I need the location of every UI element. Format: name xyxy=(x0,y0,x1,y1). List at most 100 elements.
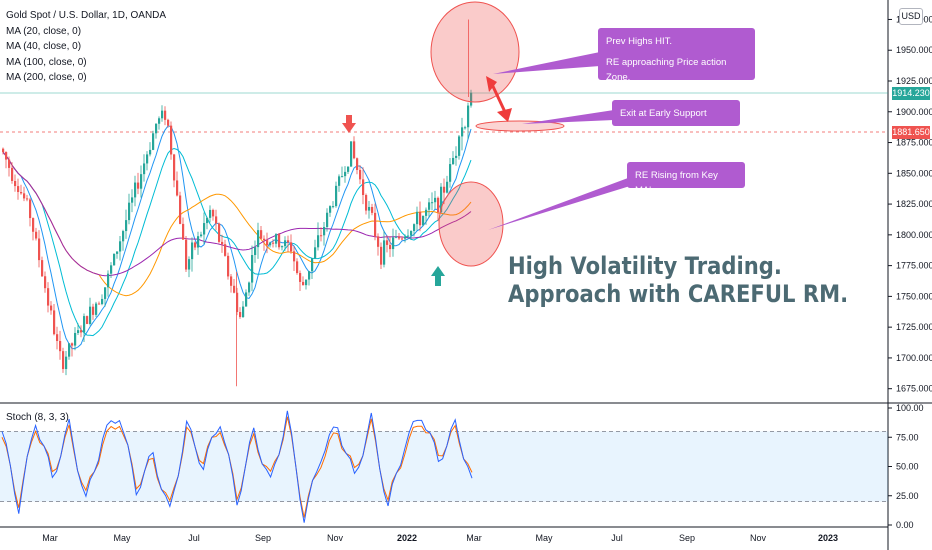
price-tick-label: 1725.000 xyxy=(896,322,932,332)
candle-body xyxy=(329,206,332,213)
candle-body xyxy=(155,123,158,134)
time-tick-label: May xyxy=(535,533,553,543)
candle-body xyxy=(353,141,356,159)
candle-body xyxy=(242,306,245,317)
candle-body xyxy=(263,238,266,241)
candle-body xyxy=(221,241,224,245)
candle-body xyxy=(368,206,371,211)
candle-body xyxy=(446,181,449,193)
candle-body xyxy=(248,282,251,293)
candle-body xyxy=(455,155,458,158)
candle-body xyxy=(176,180,179,196)
candle-body xyxy=(104,287,107,299)
sell-arrow-shaft xyxy=(346,115,352,124)
candle-body xyxy=(182,223,185,240)
candle-body xyxy=(317,235,320,248)
price-tick-label: 1750.000 xyxy=(896,291,932,301)
legend-ma-40[interactable]: MA (40, close, 0) xyxy=(6,41,82,52)
time-tick-label: Jul xyxy=(188,533,200,543)
time-tick-label: Nov xyxy=(327,533,344,543)
currency-button[interactable]: USD xyxy=(899,8,923,25)
callout-pointer-exit xyxy=(522,110,614,124)
legend-ma-100[interactable]: MA (100, close, 0) xyxy=(6,56,87,68)
sell-arrow-head xyxy=(342,123,356,133)
candle-body xyxy=(113,253,116,266)
candle-body xyxy=(164,110,167,120)
time-tick-label: Mar xyxy=(466,533,482,543)
candle-body xyxy=(278,234,281,248)
candle-body xyxy=(89,306,92,324)
time-tick-label: 2023 xyxy=(818,533,838,543)
candle-body xyxy=(281,246,284,248)
candle-body xyxy=(209,209,212,218)
candle-body xyxy=(356,158,359,170)
candle-body xyxy=(98,303,101,305)
candle-body xyxy=(65,356,68,370)
candle-body xyxy=(194,242,197,248)
candle-body xyxy=(260,230,263,239)
price-tick-label: 1775.000 xyxy=(896,261,932,271)
callout-prev-highs-line2: RE approaching Price action Zone. xyxy=(606,57,727,83)
candle-body xyxy=(56,334,59,342)
candle-body xyxy=(359,169,362,180)
candle-body xyxy=(86,316,89,324)
stoch-d-line xyxy=(1,416,473,518)
candle-body xyxy=(191,242,194,260)
buy-arrow-head xyxy=(431,266,445,276)
candle-body xyxy=(458,136,461,156)
candle-body xyxy=(23,193,26,199)
legend-ma-200[interactable]: MA (200, close, 0) xyxy=(6,72,87,83)
candle-body xyxy=(131,197,134,203)
candle-body xyxy=(110,265,113,274)
candle-body xyxy=(443,186,446,193)
candle-body xyxy=(119,241,122,252)
time-tick-label: Jul xyxy=(611,533,623,543)
candle-body xyxy=(116,251,119,254)
candle-body xyxy=(413,224,416,231)
callout-pointer-rising xyxy=(488,178,630,230)
candle-body xyxy=(53,310,56,335)
ma-zone-circle xyxy=(438,181,504,267)
candle-body xyxy=(32,218,35,232)
candle-body xyxy=(125,220,128,232)
stoch-tick-label: 25.00 xyxy=(896,491,919,501)
candle-body xyxy=(392,237,395,250)
candle-body xyxy=(410,230,413,236)
candle-body xyxy=(251,255,254,283)
support-price-tag: 1881.650 xyxy=(892,126,930,139)
candle-body xyxy=(80,330,83,333)
candle-body xyxy=(203,223,206,235)
price-tick-label: 1825.000 xyxy=(896,199,932,209)
legend-ma-20[interactable]: MA (20, close, 0) xyxy=(6,25,82,37)
candle-body xyxy=(14,180,17,187)
candle-body xyxy=(377,236,380,247)
candle-body xyxy=(296,261,299,274)
candle-body xyxy=(26,198,29,200)
stoch-legend[interactable]: Stoch (8, 3, 3) xyxy=(6,412,69,423)
symbol-title[interactable]: Gold Spot / U.S. Dollar, 1D, OANDA xyxy=(6,10,167,21)
candle-body xyxy=(59,341,62,352)
exit-zone-ellipse xyxy=(475,120,565,132)
candle-body xyxy=(290,242,293,252)
candle-body xyxy=(395,236,398,238)
candle-body xyxy=(287,240,290,243)
candle-body xyxy=(62,351,65,370)
candle-body xyxy=(419,211,422,226)
candle-body xyxy=(17,186,20,193)
time-axis[interactable]: Mar May Jul Sep Nov 2022 Mar May Jul Sep Nov 2023 xyxy=(42,533,838,543)
candle-body xyxy=(437,197,440,213)
candle-body xyxy=(302,281,305,286)
candle-body xyxy=(137,182,140,189)
candle-body xyxy=(452,157,455,165)
time-tick-label: Mar xyxy=(42,533,58,543)
stoch-k-line xyxy=(1,410,473,523)
candle-body xyxy=(365,195,368,211)
candle-body xyxy=(41,260,44,277)
candle-body xyxy=(185,239,188,270)
price-tick-label: 1700.000 xyxy=(896,353,932,363)
candle-body xyxy=(20,192,23,194)
callout-rising: RE Rising from Key MA's. xyxy=(627,162,745,196)
candle-body xyxy=(257,230,260,248)
